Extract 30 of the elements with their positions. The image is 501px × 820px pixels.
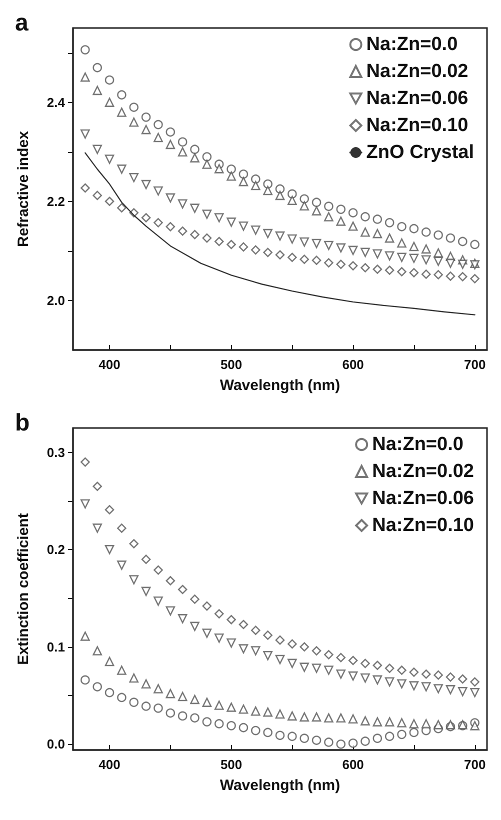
legend-label: Na:Zn=0.0 <box>372 434 464 455</box>
y-axis-title: Refractive index <box>15 130 32 247</box>
x-tick-label: 700 <box>464 757 486 772</box>
y-axis-title: Extinction coefficient <box>15 513 32 665</box>
y-tick-label: 2.0 <box>46 292 65 308</box>
y-tick-label: 2.4 <box>46 94 66 110</box>
legend-label: Na:Zn=0.0 <box>366 34 458 55</box>
y-tick-label: 0.2 <box>46 542 65 558</box>
x-tick-label: 500 <box>220 357 242 372</box>
legend-label: Na:Zn=0.06 <box>366 88 468 109</box>
x-tick-label: 400 <box>98 357 120 372</box>
chart-title: b <box>15 410 30 436</box>
x-axis-title: Wavelength (nm) <box>220 777 340 794</box>
legend-label: Na:Zn=0.02 <box>372 461 474 482</box>
legend-label: Na:Zn=0.10 <box>366 115 468 136</box>
y-tick-label: 0.0 <box>46 736 65 752</box>
y-tick-label: 2.2 <box>46 194 65 209</box>
y-tick-label: 0.1 <box>46 639 65 654</box>
legend-label: Na:Zn=0.06 <box>372 488 474 509</box>
y-tick-label: 0.3 <box>46 444 65 460</box>
x-axis-title: Wavelength (nm) <box>220 377 340 394</box>
chart-title: a <box>15 10 29 36</box>
legend-label: Na:Zn=0.10 <box>372 515 474 536</box>
x-tick-label: 700 <box>464 357 486 372</box>
legend-label: Na:Zn=0.02 <box>366 61 468 82</box>
x-tick-label: 600 <box>342 757 364 772</box>
legend-label: ZnO Crystal <box>366 142 474 163</box>
x-tick-label: 600 <box>342 357 364 372</box>
x-tick-label: 400 <box>98 757 120 772</box>
x-tick-label: 500 <box>220 757 242 772</box>
